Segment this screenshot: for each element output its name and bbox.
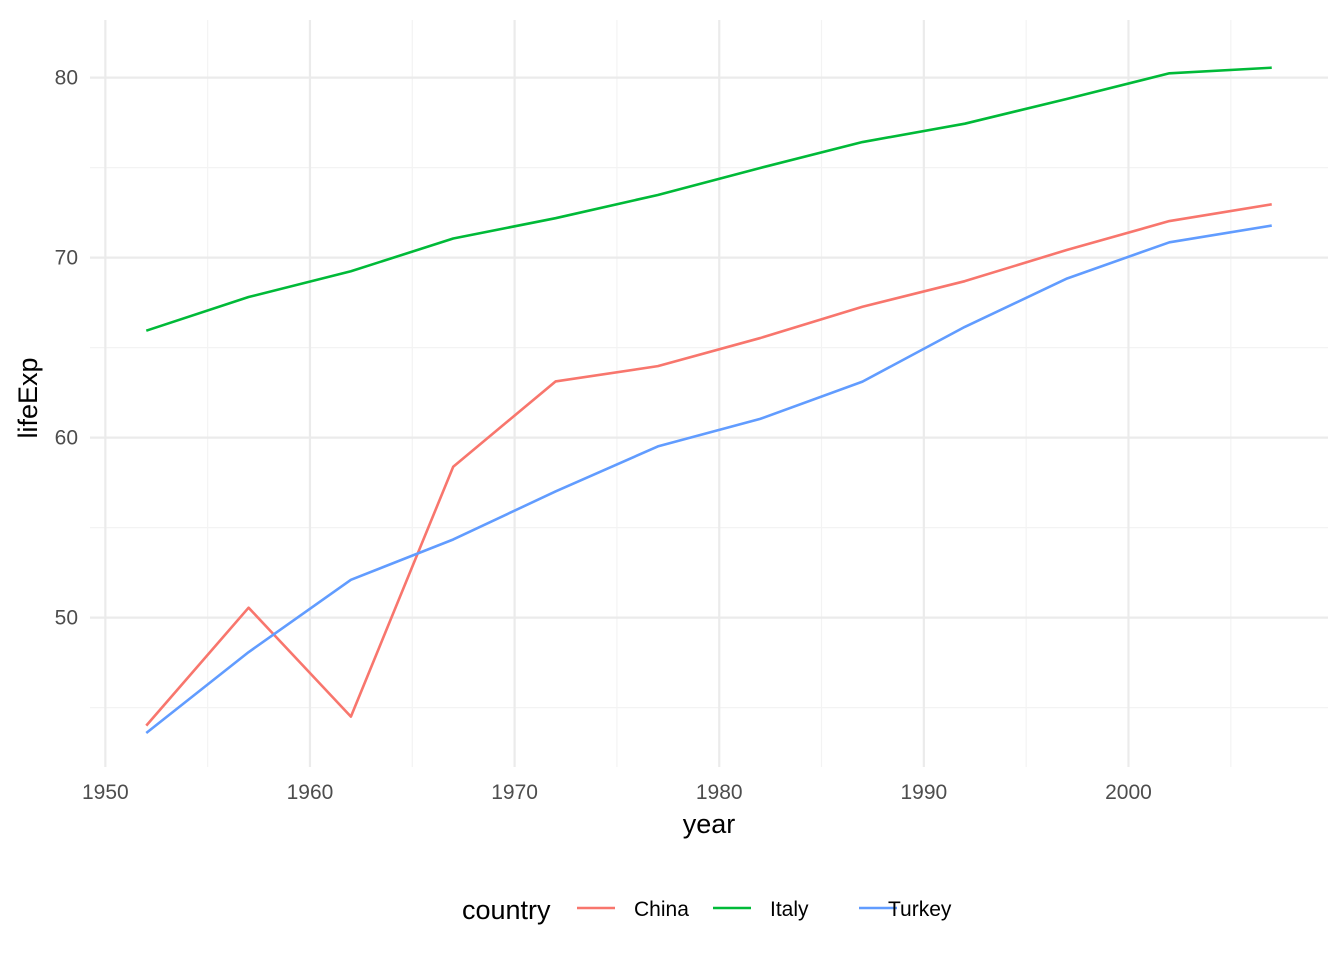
y-axis-title: lifeExp — [13, 357, 43, 438]
series-line-italy — [145, 66, 1272, 332]
x-tick-label: 1990 — [901, 781, 948, 804]
x-tick-label: 2000 — [1105, 781, 1152, 804]
x-tick-label: 1970 — [491, 781, 538, 804]
series-lines — [145, 66, 1272, 735]
series-line-turkey — [145, 224, 1272, 735]
y-tick-label: 60 — [55, 427, 78, 450]
x-tick-label: 1960 — [287, 781, 334, 804]
grid — [90, 20, 1328, 767]
legend-label-italy: Italy — [770, 898, 809, 921]
y-tick-label: 70 — [55, 247, 78, 270]
legend-label-turkey: Turkey — [888, 898, 952, 921]
tick-labels: 1950 1960 1970 1980 1990 2000 50 60 70 80 — [55, 67, 1152, 804]
x-tick-label: 1980 — [696, 781, 743, 804]
y-tick-label: 80 — [55, 67, 78, 90]
series-line-china — [145, 203, 1272, 727]
legend-label-china: China — [634, 898, 689, 921]
x-tick-label: 1950 — [82, 781, 129, 804]
legend-title: country — [462, 895, 551, 925]
x-axis-title: year — [683, 809, 736, 839]
legend: country China Italy Turkey — [462, 895, 952, 925]
y-tick-label: 50 — [55, 607, 78, 630]
